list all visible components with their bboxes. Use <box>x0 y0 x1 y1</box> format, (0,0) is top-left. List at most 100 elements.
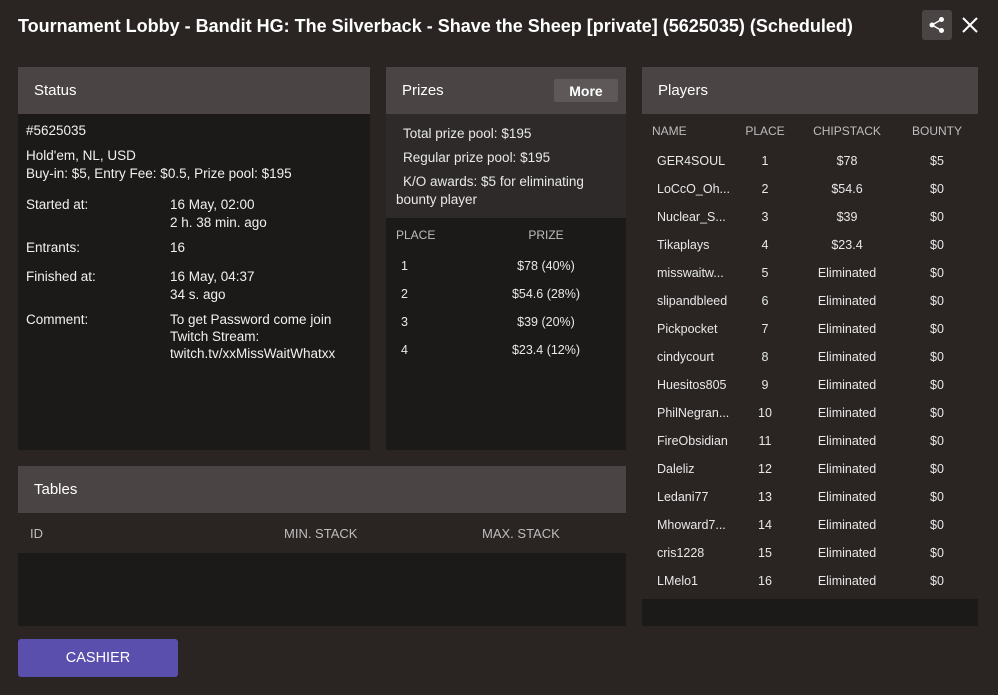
players-panel: Players NAME PLACE CHIPSTACK BOUNTY GER4… <box>642 67 978 626</box>
player-row[interactable]: PhilNegran... 10 Eliminated $0 <box>642 399 978 427</box>
player-row[interactable]: Daleliz 12 Eliminated $0 <box>642 455 978 483</box>
player-row[interactable]: Pickpocket 7 Eliminated $0 <box>642 315 978 343</box>
player-row[interactable]: FireObsidian 11 Eliminated $0 <box>642 427 978 455</box>
player-name: Mhoward7... <box>657 518 726 532</box>
started-value: 16 May, 02:00 <box>170 197 255 212</box>
prize-place: 4 <box>401 343 408 357</box>
player-place: 1 <box>761 154 769 168</box>
player-row[interactable]: slipandbleed 6 Eliminated $0 <box>642 287 978 315</box>
players-header: Players <box>642 67 978 114</box>
prize-amount: $78 (40%) <box>517 259 575 273</box>
share-button[interactable] <box>922 10 952 40</box>
player-chipstack: Eliminated <box>817 434 877 448</box>
player-chipstack: Eliminated <box>817 490 877 504</box>
prize-row: 3 $39 (20%) <box>386 308 626 336</box>
prizes-panel: Prizes More Total prize pool: $195 Regul… <box>386 67 626 450</box>
player-name: LoCcO_Oh... <box>657 182 730 196</box>
ko-awards-label: K/O awards: <box>403 174 478 189</box>
player-chipstack: Eliminated <box>817 518 877 532</box>
ko-awards-value: $5 for eliminating <box>481 174 584 189</box>
player-chipstack: Eliminated <box>817 574 877 588</box>
player-bounty: $0 <box>930 322 944 336</box>
player-name: GER4SOUL <box>657 154 726 168</box>
player-name: Ledani77 <box>657 490 709 504</box>
player-place: 12 <box>758 462 772 476</box>
comment-label: Comment: <box>26 312 89 327</box>
player-place: 5 <box>761 266 769 280</box>
player-chipstack: Eliminated <box>817 266 877 280</box>
prize-row: 1 $78 (40%) <box>386 252 626 280</box>
player-row[interactable]: Mhoward7... 14 Eliminated $0 <box>642 511 978 539</box>
player-place: 9 <box>761 378 769 392</box>
max-stack-header[interactable]: MAX. STACK <box>482 525 560 541</box>
player-chipstack: Eliminated <box>817 546 877 560</box>
place-column-header[interactable]: PLACE <box>745 123 785 138</box>
player-place: 2 <box>761 182 769 196</box>
player-row[interactable]: Huesitos805 9 Eliminated $0 <box>642 371 978 399</box>
prize-place: 1 <box>401 259 408 273</box>
player-chipstack: $23.4 <box>831 238 863 252</box>
player-bounty: $0 <box>930 238 944 252</box>
close-icon <box>962 17 978 33</box>
finished-label: Finished at: <box>26 269 96 284</box>
player-chipstack: Eliminated <box>817 406 877 420</box>
player-place: 6 <box>761 294 769 308</box>
player-row[interactable]: LMelo1 16 Eliminated $0 <box>642 567 978 595</box>
player-bounty: $5 <box>930 154 944 168</box>
comment-line: Twitch Stream: <box>170 329 260 344</box>
buyin-info: Buy-in: $5, Entry Fee: $0.5, Prize pool:… <box>26 166 292 181</box>
share-icon <box>929 17 944 33</box>
chipstack-column-header[interactable]: CHIPSTACK <box>813 123 881 138</box>
player-place: 8 <box>761 350 769 364</box>
player-chipstack: Eliminated <box>817 462 877 476</box>
prize-summary: Total prize pool: $195 Regular prize poo… <box>386 114 626 218</box>
player-name: Daleliz <box>657 462 695 476</box>
name-column-header[interactable]: NAME <box>652 123 687 138</box>
player-bounty: $0 <box>930 294 944 308</box>
finished-ago: 34 s. ago <box>170 287 226 302</box>
player-chipstack: Eliminated <box>817 350 877 364</box>
more-button[interactable]: More <box>554 79 618 102</box>
entrants-label: Entrants: <box>26 240 81 255</box>
cashier-button[interactable]: CASHIER <box>18 639 178 677</box>
player-name: Tikaplays <box>657 238 710 252</box>
tables-header: Tables <box>18 466 626 513</box>
player-row[interactable]: Tikaplays 4 $23.4 $0 <box>642 231 978 259</box>
prize-place-header: PLACE <box>396 228 436 242</box>
player-name: Pickpocket <box>657 322 718 336</box>
prizes-title: Prizes <box>402 82 444 99</box>
player-bounty: $0 <box>930 574 944 588</box>
player-bounty: $0 <box>930 266 944 280</box>
player-bounty: $0 <box>930 518 944 532</box>
player-name: slipandbleed <box>657 294 728 308</box>
player-row[interactable]: cindycourt 8 Eliminated $0 <box>642 343 978 371</box>
player-row[interactable]: LoCcO_Oh... 2 $54.6 $0 <box>642 175 978 203</box>
player-chipstack: $78 <box>836 154 858 168</box>
player-chipstack: $39 <box>836 210 858 224</box>
table-id-header[interactable]: ID <box>30 525 43 541</box>
player-chipstack: Eliminated <box>817 294 877 308</box>
close-button[interactable] <box>958 12 982 38</box>
window-title: Tournament Lobby - Bandit HG: The Silver… <box>18 16 853 36</box>
prize-place: 2 <box>401 287 408 301</box>
min-stack-header[interactable]: MIN. STACK <box>284 525 358 541</box>
player-row[interactable]: cris1228 15 Eliminated $0 <box>642 539 978 567</box>
player-place: 4 <box>761 238 769 252</box>
started-ago: 2 h. 38 min. ago <box>170 215 267 230</box>
player-name: LMelo1 <box>657 574 698 588</box>
player-place: 3 <box>761 210 769 224</box>
player-place: 16 <box>758 574 772 588</box>
total-prize-value: $195 <box>501 126 532 141</box>
player-row[interactable]: GER4SOUL 1 $78 $5 <box>642 147 978 175</box>
comment-row: Comment: To get Password come join Twitc… <box>26 311 362 362</box>
entrants-value: 16 <box>170 240 186 255</box>
bounty-column-header[interactable]: BOUNTY <box>911 123 962 138</box>
regular-prize-label: Regular prize pool: <box>403 150 517 165</box>
tables-panel: Tables ID MIN. STACK MAX. STACK <box>18 466 626 626</box>
player-row[interactable]: Ledani77 13 Eliminated $0 <box>642 483 978 511</box>
player-row[interactable]: misswaitw... 5 Eliminated $0 <box>642 259 978 287</box>
player-row[interactable]: Nuclear_S... 3 $39 $0 <box>642 203 978 231</box>
prize-row: 4 $23.4 (12%) <box>386 336 626 364</box>
status-panel: Status #5625035 Hold'em, NL, USD Buy-in:… <box>18 67 370 450</box>
player-chipstack: $54.6 <box>831 182 863 196</box>
